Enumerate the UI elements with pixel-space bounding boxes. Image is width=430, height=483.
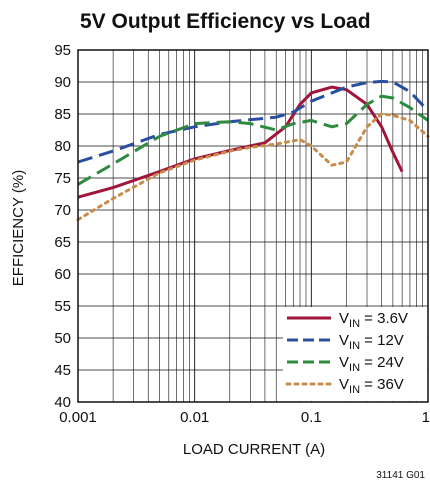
x-tick-label: 1 xyxy=(422,409,430,426)
y-tick-label: 85 xyxy=(54,106,71,123)
legend-label-1: VIN = 3.6V xyxy=(339,310,408,330)
y-tick-label: 40 xyxy=(54,394,71,411)
y-axis-label: EFFICIENCY (%) xyxy=(10,170,27,286)
series-line-2 xyxy=(77,79,430,164)
tick-labels: 40 45 50 55 60 65 70 75 80 85 90 95 0.001 0.01 0.1 1 xyxy=(54,42,430,426)
y-tick-label: 80 xyxy=(54,138,71,155)
chart-title: 5V Output Efficiency vs Load xyxy=(80,10,371,33)
legend-background xyxy=(283,307,427,401)
x-tick-label: 0.01 xyxy=(180,409,209,426)
y-tick-label: 65 xyxy=(54,234,71,251)
series-line-3 xyxy=(77,94,429,186)
y-tick-label: 55 xyxy=(54,298,71,315)
legend-label-3: VIN = 24V xyxy=(339,354,404,374)
series-lines xyxy=(76,79,430,222)
y-tick-label: 45 xyxy=(54,362,71,379)
y-tick-label: 95 xyxy=(54,42,71,59)
legend-label-2: VIN = 12V xyxy=(339,332,404,352)
y-tick-label: 70 xyxy=(54,202,71,219)
legend-label-4: VIN = 36V xyxy=(339,376,404,396)
x-tick-label: 0.001 xyxy=(59,409,97,426)
y-tick-label: 75 xyxy=(54,170,71,187)
series-line-1 xyxy=(77,85,404,199)
y-tick-label: 50 xyxy=(54,330,71,347)
x-tick-label: 0.1 xyxy=(301,409,322,426)
figure-id: 31141 G01 xyxy=(376,470,425,481)
series-line-4 xyxy=(76,112,430,222)
plot-frame xyxy=(77,49,429,403)
x-axis-label: LOAD CURRENT (A) xyxy=(183,441,325,458)
y-tick-label: 60 xyxy=(54,266,71,283)
y-tick-label: 90 xyxy=(54,74,71,91)
